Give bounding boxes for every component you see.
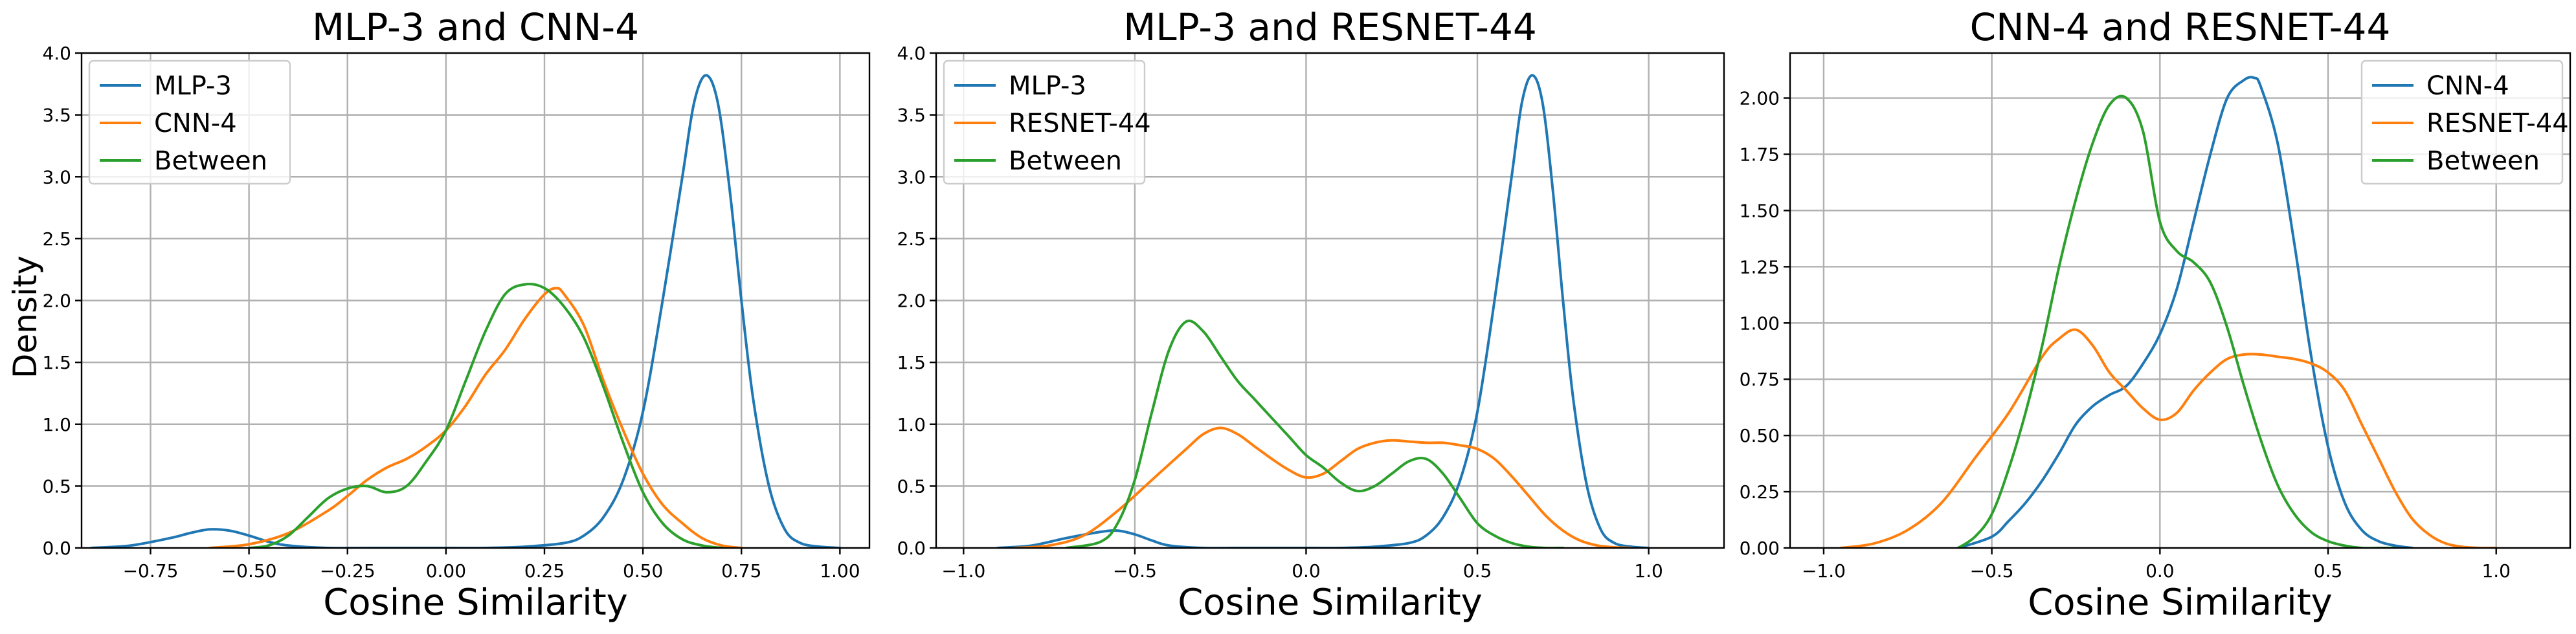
x-axis-label: Cosine Similarity xyxy=(1178,582,1483,624)
y-tick-label: 1.5 xyxy=(897,352,926,373)
y-tick-label: 2.00 xyxy=(1740,88,1780,109)
shared-y-axis-label: Density xyxy=(6,256,44,378)
x-tick-label: 1.0 xyxy=(1634,560,1663,582)
x-tick-label: 1.00 xyxy=(820,560,860,582)
x-tick-label: 0.00 xyxy=(426,560,466,582)
x-tick-label: 0.0 xyxy=(2145,560,2175,582)
panels: −0.75 −0.50 −0.25 0.00 0.25 0.50 0.75 1.00 0.0 0.… xyxy=(42,5,2571,624)
series-lines xyxy=(996,74,1650,548)
y-tick-label: 0.0 xyxy=(42,538,71,559)
series-line-mlp-3 xyxy=(90,74,842,548)
legend-box xyxy=(88,60,291,185)
panel-1: −0.75 −0.50 −0.25 0.00 0.25 0.50 0.75 1.00 0.0 0.… xyxy=(42,5,871,624)
x-tick-label: −1.0 xyxy=(1802,560,1846,582)
legend-label: RESNET-44 xyxy=(2426,109,2569,138)
y-tick-label: 3.0 xyxy=(897,166,926,188)
y-tick-label: 2.5 xyxy=(897,228,926,250)
x-tick-label: 0.5 xyxy=(2314,560,2343,582)
x-tick-label: 0.25 xyxy=(524,560,565,582)
grid xyxy=(1790,53,2570,549)
x-tick-label: 0.75 xyxy=(721,560,761,582)
panel-title: MLP-3 and CNN-4 xyxy=(312,5,639,49)
series-lines xyxy=(90,74,842,548)
legend-label: MLP-3 xyxy=(154,71,232,101)
x-axis-label: Cosine Similarity xyxy=(323,582,628,624)
series-line-resnet-44 xyxy=(1839,328,2498,548)
y-tick-label: 1.0 xyxy=(897,414,926,435)
legend-label: CNN-4 xyxy=(2426,71,2509,101)
y-tick-label: 0.25 xyxy=(1740,481,1780,503)
panel-title: MLP-3 and RESNET-44 xyxy=(1123,5,1537,49)
legend-label: Between xyxy=(2426,146,2540,176)
legend-label: MLP-3 xyxy=(1009,71,1086,101)
legend-box xyxy=(943,60,1146,185)
panel-title: CNN-4 and RESNET-44 xyxy=(1970,5,2391,49)
legend: MLP-3 RESNET-44 Between xyxy=(943,60,1151,185)
series-lines xyxy=(1839,76,2498,548)
x-tick-label: −0.50 xyxy=(221,560,277,582)
y-tick-label: 1.25 xyxy=(1740,256,1780,278)
x-tick-label: −0.75 xyxy=(123,560,179,582)
y-tick-label: 1.0 xyxy=(42,414,71,435)
y-tick-label: 0.5 xyxy=(42,476,71,497)
y-tick-label: 4.0 xyxy=(42,43,71,64)
x-tick-label: 1.0 xyxy=(2481,560,2511,582)
series-line-between xyxy=(247,283,723,548)
y-tick-label: 0.0 xyxy=(897,538,926,559)
x-tick-label: −0.25 xyxy=(320,560,375,582)
y-tick-label: 0.5 xyxy=(897,476,926,497)
legend-label: RESNET-44 xyxy=(1009,109,1151,138)
series-line-between xyxy=(1065,319,1565,548)
y-tick-label: 3.0 xyxy=(42,166,71,188)
panel-3: −1.0 −0.5 0.0 0.5 1.0 0.00 0.25 0.50 0.75 1.00 1.2… xyxy=(1740,5,2571,624)
y-tick-label: 0.00 xyxy=(1740,538,1780,559)
y-tick-label: 1.75 xyxy=(1740,144,1780,165)
y-tick-label: 3.5 xyxy=(897,105,926,126)
y-tick-label: 2.5 xyxy=(42,228,71,250)
series-line-cnn-4 xyxy=(208,287,743,548)
legend-label: CNN-4 xyxy=(154,109,237,138)
x-tick-label: 0.50 xyxy=(623,560,663,582)
plot-frame xyxy=(1789,52,2571,549)
panel-2: −1.0 −0.5 0.0 0.5 1.0 0.0 0.5 1.0 1.5 2.0 2.5 3.0 3.… xyxy=(897,5,1725,624)
legend: CNN-4 RESNET-44 Between xyxy=(2360,60,2569,185)
x-tick-label: −0.5 xyxy=(1970,560,2014,582)
series-line-between xyxy=(1956,94,2397,548)
legend-box xyxy=(2360,60,2564,185)
y-tick-label: 1.00 xyxy=(1740,312,1780,334)
series-line-mlp-3 xyxy=(996,74,1650,548)
legend-label: Between xyxy=(154,146,267,176)
x-tick-label: 0.5 xyxy=(1463,560,1492,582)
series-line-resnet-44 xyxy=(1013,426,1633,548)
series-line-cnn-4 xyxy=(1956,76,2414,548)
x-axis-label: Cosine Similarity xyxy=(2028,582,2333,624)
y-tick-label: 4.0 xyxy=(897,43,926,64)
x-tick-label: −1.0 xyxy=(941,560,985,582)
y-tick-label: 0.75 xyxy=(1740,369,1780,390)
x-tick-label: −0.5 xyxy=(1113,560,1157,582)
legend-label: Between xyxy=(1009,146,1122,176)
y-tick-label: 1.5 xyxy=(42,352,71,373)
y-tick-label: 2.0 xyxy=(897,290,926,312)
y-tick-label: 1.50 xyxy=(1740,200,1780,221)
x-tick-label: 0.0 xyxy=(1292,560,1321,582)
legend: MLP-3 CNN-4 Between xyxy=(88,60,291,185)
y-tick-label: 2.0 xyxy=(42,290,71,312)
y-tick-label: 3.5 xyxy=(42,105,71,126)
y-tick-label: 0.50 xyxy=(1740,425,1780,446)
